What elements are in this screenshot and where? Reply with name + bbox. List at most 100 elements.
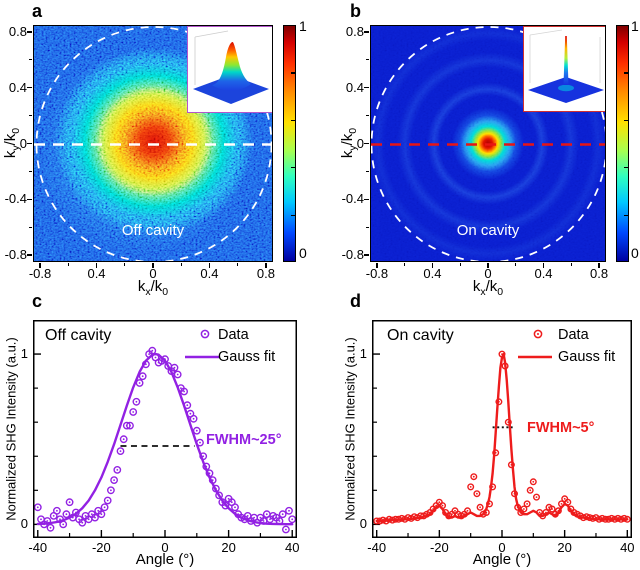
data-point-dot (167, 365, 170, 367)
data-point (59, 520, 68, 529)
panel-letter-b: b (350, 1, 361, 21)
data-point (231, 503, 239, 512)
y-tick-mark (364, 31, 369, 33)
data-point (196, 438, 204, 447)
y-minor-tick (366, 115, 369, 117)
data-point-dot (560, 503, 563, 505)
data-point-dot (106, 499, 109, 502)
colorbar-b-min-label: 0 (631, 245, 639, 261)
x-tick-label: 40 (284, 540, 300, 555)
data-point (192, 426, 201, 435)
data-point-dot (40, 518, 42, 521)
data-point-dot (488, 503, 491, 505)
data-point (100, 503, 109, 512)
data-point-dot (557, 509, 560, 512)
data-point-dot (285, 528, 287, 531)
data-point-dot (164, 358, 166, 361)
colorbar-a-min-label: 0 (299, 245, 307, 261)
panel-letter-c: c (32, 291, 43, 311)
colorbar-a (283, 25, 296, 262)
y-minor-tick (29, 59, 32, 61)
data-point-dot (192, 417, 195, 420)
x-minor-tick (67, 263, 69, 266)
data-point-dot (135, 400, 138, 403)
data-point (129, 408, 138, 416)
data-point (604, 515, 612, 523)
data-point-dot (234, 506, 236, 509)
y-tick-label: 0 (20, 516, 28, 532)
data-point-dot (444, 511, 447, 514)
data-point (33, 503, 42, 512)
data-point (103, 496, 112, 505)
y-tick-label: -0.8 (4, 247, 27, 263)
data-point (485, 500, 493, 508)
data-point-dot (145, 363, 147, 366)
data-point (520, 505, 528, 513)
data-point-dot (180, 387, 182, 389)
data-point (564, 498, 572, 506)
data-point (107, 486, 115, 495)
data-point (620, 514, 628, 522)
y-minor-tick (366, 59, 369, 61)
data-point-dot (221, 501, 224, 504)
data-point-dot (435, 504, 438, 507)
y-tick-mark (364, 254, 369, 256)
data-point (180, 387, 189, 396)
y-tick-label: 1 (359, 346, 367, 362)
y-tick-mark (27, 254, 32, 256)
data-point-dot (49, 526, 52, 529)
y-tick-mark (27, 142, 32, 145)
x-tick-label: 0.4 (200, 266, 219, 281)
x-tick-label: 0.4 (87, 266, 106, 281)
data-point-dot (211, 479, 214, 481)
legend-data-marker-dot (204, 333, 206, 335)
colorbar-tick (624, 119, 628, 121)
x-minor-tick (459, 263, 461, 266)
data-point-dot (52, 515, 55, 517)
data-point (473, 490, 481, 498)
data-point-dot (170, 370, 173, 372)
data-point (278, 510, 287, 519)
data-point (132, 397, 141, 406)
y-tick-label: 0.8 (345, 23, 364, 39)
x-tick-mark (39, 263, 41, 268)
x-tick-mark (95, 263, 98, 268)
data-point-dot (71, 516, 74, 519)
data-point-dot (122, 438, 125, 441)
data-point-dot (441, 504, 444, 507)
y-tick-mark (27, 31, 32, 33)
data-point-dot (208, 472, 211, 475)
plot-c-fwhm-annotation: FWHM~25° (206, 432, 282, 448)
plot-d-xaxis-label: Angle (°) (472, 551, 532, 568)
data-point-dot (65, 513, 68, 516)
y-tick-mark (27, 198, 32, 200)
x-tick-label: -0.8 (28, 266, 52, 281)
legend-data-marker (533, 329, 543, 339)
y-minor-tick (29, 226, 32, 228)
panel-letter-a: a (32, 1, 43, 21)
data-point (215, 491, 224, 500)
data-point (523, 500, 531, 508)
data-point-dot (529, 489, 532, 492)
data-point (221, 501, 230, 510)
y-tick-label: 0.4 (8, 79, 27, 95)
data-point-dot (56, 509, 58, 512)
colorbar-tick (624, 167, 628, 169)
data-point-dot (491, 486, 494, 488)
data-point (463, 507, 471, 515)
data-point-dot (288, 509, 290, 512)
colorbar-tick (291, 214, 295, 216)
plot-border (372, 320, 632, 538)
data-point (189, 414, 198, 423)
data-point (135, 379, 144, 387)
data-point-dot (485, 511, 488, 514)
plot-on-cavity-angle (372, 320, 632, 538)
y-minor-tick (29, 115, 32, 117)
data-point-dot (199, 441, 201, 444)
data-point (211, 484, 220, 493)
x-tick-label: 20 (221, 540, 236, 555)
data-point (113, 465, 122, 474)
data-point-dot (141, 375, 144, 378)
data-point-dot (189, 412, 192, 415)
